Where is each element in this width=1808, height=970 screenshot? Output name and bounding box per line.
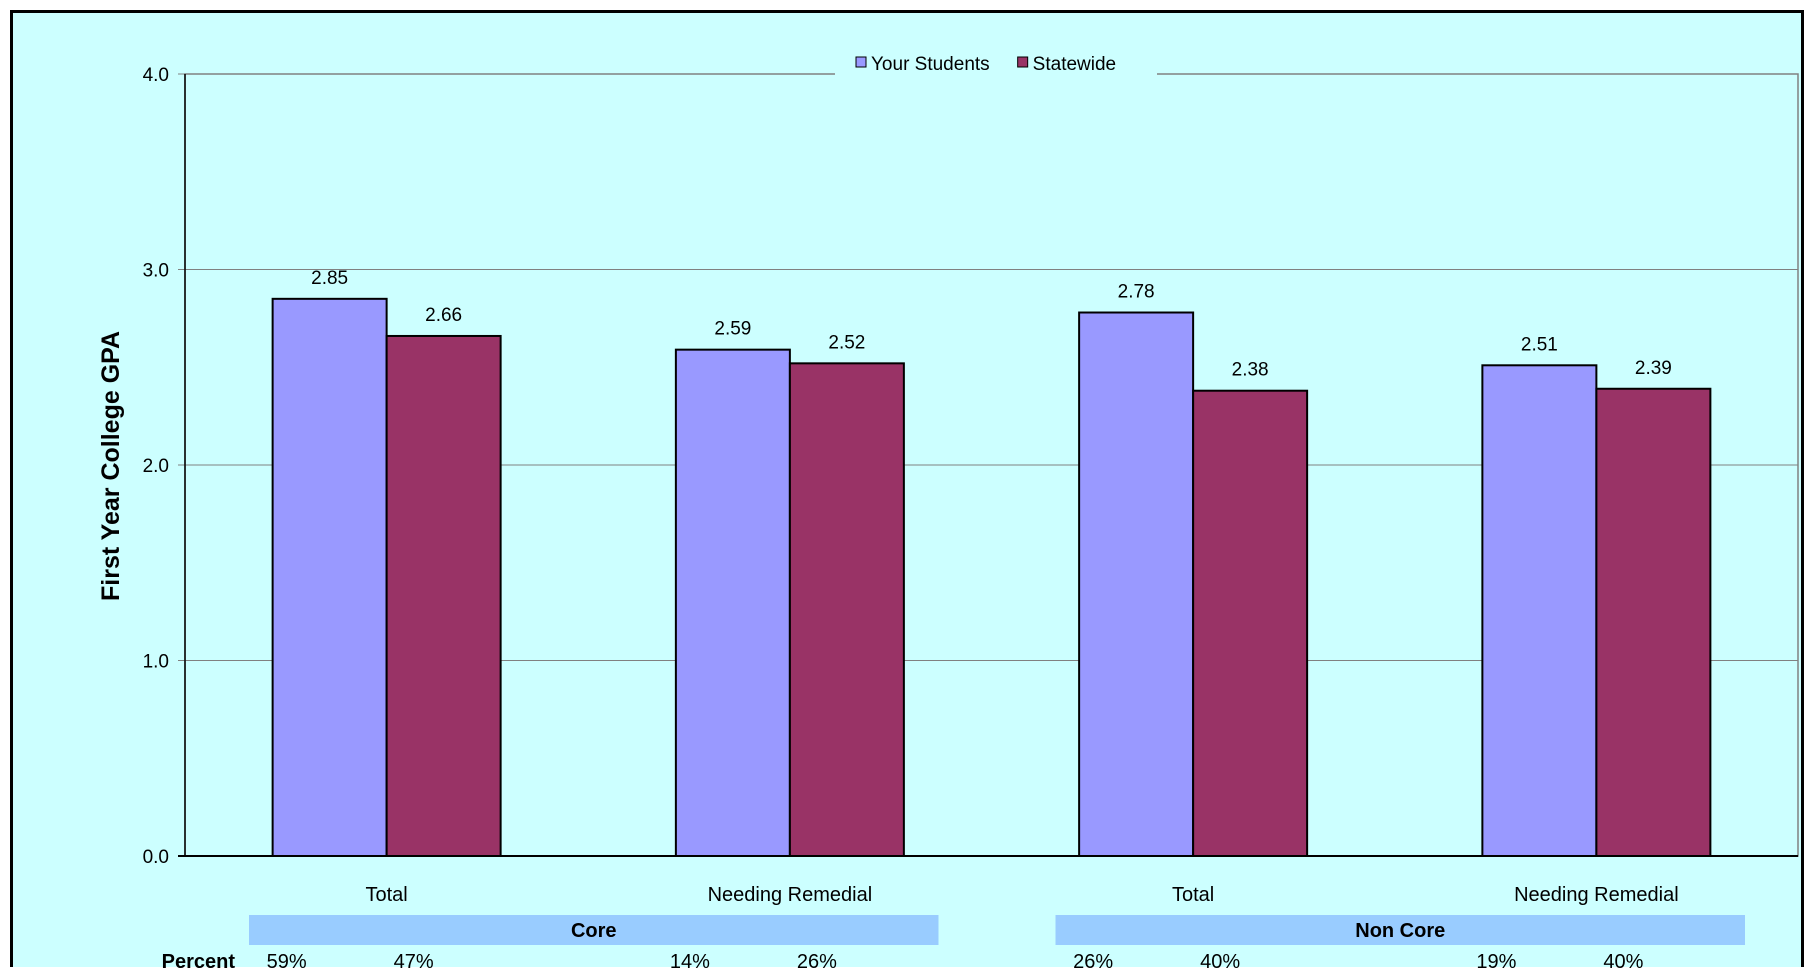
bar xyxy=(1192,389,1309,857)
legend-swatch xyxy=(855,56,867,68)
group-band xyxy=(1055,915,1745,945)
data-label: 2.51 xyxy=(1521,334,1558,355)
bar xyxy=(788,362,905,857)
bar xyxy=(385,334,502,858)
legend-box xyxy=(835,44,1157,86)
group-label: Core xyxy=(571,920,617,942)
bar xyxy=(1078,311,1195,857)
percent-value: 26% xyxy=(1073,951,1113,970)
percent-value: 26% xyxy=(797,951,837,970)
legend: Your Students Statewide xyxy=(835,44,1157,86)
chart-frame: 0.0 1.0 2.0 3.0 4.0 2.85 2.66 2.59 2.52 2.78 2.38… xyxy=(10,10,1804,970)
bar xyxy=(271,297,388,857)
data-labels: 2.85 2.66 2.59 2.52 2.78 2.38 2.51 2.39 xyxy=(311,268,1672,381)
data-label: 2.59 xyxy=(714,319,751,340)
percent-value: 47% xyxy=(394,951,434,970)
y-tick-label: 3.0 xyxy=(143,261,169,282)
legend-swatch xyxy=(1017,56,1029,68)
category-label: Needing Remedial xyxy=(708,884,873,906)
y-tick-label: 4.0 xyxy=(143,65,169,86)
group-label: Non Core xyxy=(1355,920,1445,942)
group-labels: Core Non Core xyxy=(249,915,1745,945)
legend-label: Statewide xyxy=(1033,54,1116,75)
legend-label: Your Students xyxy=(871,54,990,75)
percent-value: 40% xyxy=(1603,951,1643,970)
category-label: Needing Remedial xyxy=(1514,884,1679,906)
y-tick-label: 0.0 xyxy=(143,847,169,868)
percent-value: 19% xyxy=(1476,951,1516,970)
bar xyxy=(1595,387,1712,857)
bar xyxy=(674,348,791,857)
y-axis-label: First Year College GPA xyxy=(97,331,125,601)
percent-title: Percent xyxy=(162,951,236,970)
category-label: Total xyxy=(366,884,408,906)
percent-value: 59% xyxy=(267,951,307,970)
bar-chart: 0.0 1.0 2.0 3.0 4.0 2.85 2.66 2.59 2.52 2.78 2.38… xyxy=(97,44,1799,970)
data-label: 2.39 xyxy=(1635,358,1672,379)
bars xyxy=(271,297,1712,858)
category-labels: Total Needing Remedial Total Needing Remedi… xyxy=(366,884,1679,906)
data-label: 2.66 xyxy=(425,305,462,326)
y-axis-ticks: 0.0 1.0 2.0 3.0 4.0 xyxy=(143,65,169,868)
percent-row: Percent 59% 47% 14% 26% 26% 40% 19% 40% xyxy=(162,951,1644,970)
category-label: Total xyxy=(1172,884,1214,906)
bar xyxy=(1481,364,1598,857)
y-tick-label: 2.0 xyxy=(143,456,169,477)
group-band xyxy=(249,915,939,945)
percent-value: 14% xyxy=(670,951,710,970)
y-tick-label: 1.0 xyxy=(143,652,169,673)
data-label: 2.78 xyxy=(1118,282,1155,303)
data-label: 2.85 xyxy=(311,268,348,289)
percent-value: 40% xyxy=(1200,951,1240,970)
data-label: 2.52 xyxy=(828,332,865,353)
data-label: 2.38 xyxy=(1232,360,1269,381)
